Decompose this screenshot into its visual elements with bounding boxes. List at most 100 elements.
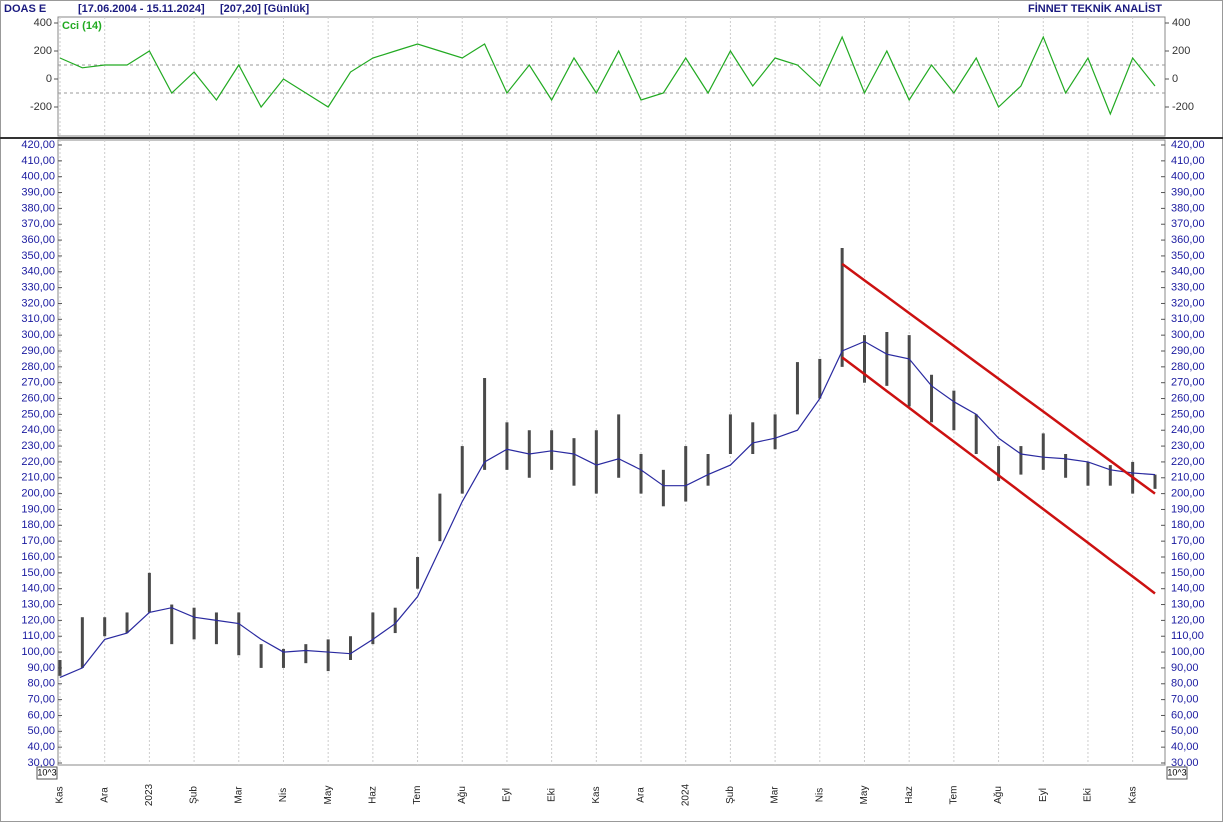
x-tick-label: Nis xyxy=(814,788,825,802)
y-tick-label: 360,00 xyxy=(1171,234,1205,246)
y-tick-label: 60,00 xyxy=(27,709,55,721)
y-tick-label: 330,00 xyxy=(1171,282,1205,294)
y-tick-label: 370,00 xyxy=(1171,218,1205,230)
x-tick-label: May xyxy=(323,786,334,805)
y-tick-label: 420,00 xyxy=(21,139,55,151)
y-tick-label: 300,00 xyxy=(21,329,55,341)
y-tick-label: -200 xyxy=(30,101,52,113)
x-tick-label: Eyl xyxy=(1038,788,1049,802)
y-tick-label: 250,00 xyxy=(1171,408,1205,420)
y-tick-label: 70,00 xyxy=(1171,694,1199,706)
y-tick-label: 220,00 xyxy=(21,456,55,468)
y-tick-label: 280,00 xyxy=(1171,361,1205,373)
y-tick-label: 310,00 xyxy=(1171,313,1205,325)
y-tick-label: 140,00 xyxy=(1171,583,1205,595)
y-tick-label: 380,00 xyxy=(21,202,55,214)
y-tick-label: 360,00 xyxy=(21,234,55,246)
y-tick-label: 390,00 xyxy=(21,186,55,198)
y-tick-label: 310,00 xyxy=(21,313,55,325)
y-tick-label: 410,00 xyxy=(1171,155,1205,167)
y-tick-label: 220,00 xyxy=(1171,456,1205,468)
x-tick-label: Şub xyxy=(725,786,736,804)
y-tick-label: 170,00 xyxy=(1171,535,1205,547)
x-tick-label: Eyl xyxy=(502,788,513,802)
y-tick-label: 170,00 xyxy=(21,535,55,547)
y-tick-label: 240,00 xyxy=(21,424,55,436)
x-tick-label: Eki xyxy=(546,788,557,802)
price-panel xyxy=(57,139,1166,766)
unit-box xyxy=(1166,766,1188,780)
y-tick-label: 80,00 xyxy=(1171,678,1199,690)
x-tick-label: 2023 xyxy=(144,783,155,806)
y-tick-label: 200 xyxy=(34,45,52,57)
x-tick-label: Ara xyxy=(636,787,647,803)
axis-unit: 10^3 xyxy=(37,767,56,777)
y-tick-label: 240,00 xyxy=(1171,424,1205,436)
x-tick-label: Eki xyxy=(1083,788,1094,802)
period: [Günlük] xyxy=(264,3,310,15)
y-tick-label: -200 xyxy=(1172,101,1194,113)
y-tick-label: 230,00 xyxy=(21,440,55,452)
date-range: [17.06.2004 - 15.11.2024] xyxy=(78,3,205,15)
y-tick-label: 420,00 xyxy=(1171,139,1205,151)
y-tick-label: 320,00 xyxy=(1171,297,1205,309)
y-tick-label: 290,00 xyxy=(21,345,55,357)
x-tick-label: May xyxy=(859,786,870,805)
x-tick-label: 2024 xyxy=(680,783,691,806)
y-tick-label: 380,00 xyxy=(1171,202,1205,214)
y-tick-label: 90,00 xyxy=(27,662,55,674)
y-tick-label: 190,00 xyxy=(21,503,55,515)
y-tick-label: 260,00 xyxy=(1171,392,1205,404)
x-tick-label: Kas xyxy=(1127,786,1138,803)
y-tick-label: 110,00 xyxy=(1171,630,1204,642)
y-tick-label: 50,00 xyxy=(27,725,55,737)
y-tick-label: 0 xyxy=(1172,73,1178,85)
y-tick-label: 140,00 xyxy=(21,583,55,595)
y-tick-label: 320,00 xyxy=(21,297,55,309)
cci-line xyxy=(59,35,1156,116)
y-tick-label: 300,00 xyxy=(1171,329,1205,341)
y-tick-label: 180,00 xyxy=(21,519,55,531)
x-tick-label: Haz xyxy=(367,786,378,804)
y-tick-label: 400 xyxy=(34,17,52,29)
y-tick-label: 330,00 xyxy=(21,282,55,294)
cci-label: Cci (14) xyxy=(62,20,102,32)
last-price: [207,20] xyxy=(220,3,261,15)
y-tick-label: 40,00 xyxy=(27,741,55,753)
x-tick-label: Nis xyxy=(278,788,289,802)
y-tick-label: 160,00 xyxy=(1171,551,1205,563)
y-tick-label: 260,00 xyxy=(21,392,55,404)
y-tick-label: 400,00 xyxy=(1171,171,1205,183)
y-tick-label: 120,00 xyxy=(1171,614,1205,626)
x-tick-label: Mar xyxy=(770,786,781,804)
y-tick-label: 80,00 xyxy=(27,678,55,690)
symbol: DOAS E xyxy=(4,3,46,15)
y-tick-label: 270,00 xyxy=(21,377,55,389)
brand: FİNNET TEKNİK ANALİST xyxy=(1028,2,1162,15)
y-tick-label: 70,00 xyxy=(27,694,55,706)
y-tick-label: 210,00 xyxy=(21,472,55,484)
y-tick-label: 0 xyxy=(46,73,52,85)
y-tick-label: 200 xyxy=(1172,45,1190,57)
x-tick-label: Tem xyxy=(412,786,423,805)
y-tick-label: 100,00 xyxy=(21,646,55,658)
y-tick-label: 100,00 xyxy=(1171,646,1205,658)
x-tick-label: Haz xyxy=(904,786,915,804)
x-tick-label: Ağu xyxy=(993,786,1004,804)
y-tick-label: 160,00 xyxy=(21,551,55,563)
y-tick-label: 290,00 xyxy=(1171,345,1205,357)
y-tick-label: 150,00 xyxy=(1171,567,1205,579)
y-tick-label: 60,00 xyxy=(1171,709,1199,721)
channel-line xyxy=(841,262,1156,495)
y-tick-label: 230,00 xyxy=(1171,440,1205,452)
x-tick-label: Mar xyxy=(233,786,244,804)
y-tick-label: 40,00 xyxy=(1171,741,1199,753)
y-tick-label: 210,00 xyxy=(1171,472,1205,484)
x-tick-label: Kas xyxy=(591,786,602,803)
moving-average xyxy=(59,340,1156,678)
channel-line xyxy=(841,356,1156,595)
y-tick-label: 120,00 xyxy=(21,614,55,626)
y-tick-label: 180,00 xyxy=(1171,519,1205,531)
y-tick-label: 250,00 xyxy=(21,408,55,420)
